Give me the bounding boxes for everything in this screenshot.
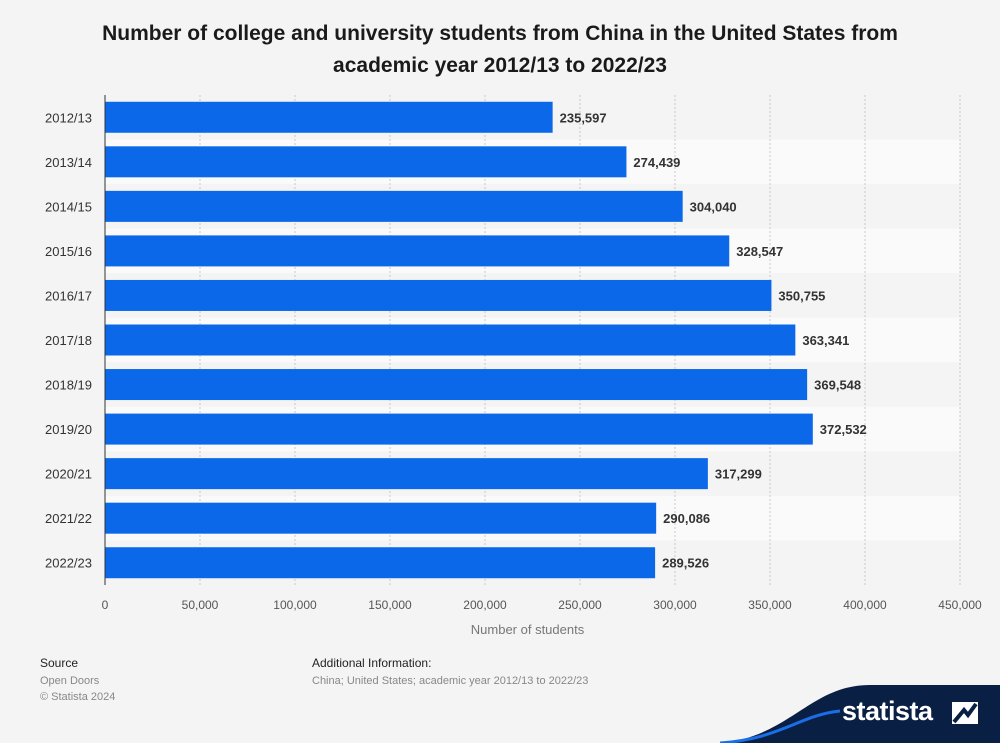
bar	[105, 369, 808, 401]
chart-title: Number of college and university student…	[102, 22, 898, 77]
value-label: 363,341	[802, 333, 849, 348]
value-label: 350,755	[778, 288, 825, 303]
bar-chart: 2012/13 235,597 2013/14 274,439 2014/15 304,0…	[45, 95, 982, 637]
value-label: 289,526	[662, 556, 709, 571]
category-label: 2013/14	[45, 155, 92, 170]
value-label: 317,299	[715, 467, 762, 482]
x-tick-label: 150,000	[368, 598, 412, 612]
value-label: 372,532	[820, 422, 867, 437]
bar	[105, 235, 730, 267]
additional-info-text: China; United States; academic year 2012…	[312, 675, 589, 687]
x-tick-label: 350,000	[748, 598, 792, 612]
category-label: 2021/22	[45, 511, 92, 526]
copyright: © Statista 2024	[40, 691, 116, 703]
x-tick-label: 200,000	[463, 598, 507, 612]
category-label: 2015/16	[45, 244, 92, 259]
category-label: 2019/20	[45, 422, 92, 437]
x-tick-label: 250,000	[558, 598, 602, 612]
additional-info-heading: Additional Information:	[312, 656, 432, 670]
x-tick-label: 0	[102, 598, 109, 612]
bar	[105, 190, 683, 222]
x-axis-title: Number of students	[471, 622, 585, 637]
statista-logo-icon	[952, 702, 978, 724]
statista-brand[interactable]: statista	[720, 685, 1000, 743]
bar	[105, 502, 657, 534]
value-label: 290,086	[663, 511, 710, 526]
x-tick-label: 100,000	[273, 598, 317, 612]
value-label: 328,547	[736, 244, 783, 259]
bar	[105, 413, 813, 445]
source-heading: Source	[40, 656, 79, 670]
source-name: Open Doors	[40, 675, 100, 687]
value-label: 235,597	[560, 110, 607, 125]
value-label: 274,439	[633, 155, 680, 170]
bar	[105, 279, 772, 311]
bar	[105, 547, 656, 579]
x-tick-label: 450,000	[938, 598, 982, 612]
category-label: 2022/23	[45, 556, 92, 571]
category-label: 2012/13	[45, 110, 92, 125]
x-tick-label: 50,000	[182, 598, 219, 612]
bar	[105, 146, 627, 178]
category-label: 2020/21	[45, 467, 92, 482]
brand-banner	[720, 685, 1000, 743]
category-label: 2016/17	[45, 288, 92, 303]
value-label: 304,040	[690, 199, 737, 214]
value-label: 369,548	[814, 378, 861, 393]
category-label: 2014/15	[45, 199, 92, 214]
brand-name: statista	[842, 696, 933, 726]
category-label: 2017/18	[45, 333, 92, 348]
x-tick-label: 400,000	[843, 598, 887, 612]
bar	[105, 458, 708, 490]
bar	[105, 324, 796, 356]
x-tick-label: 300,000	[653, 598, 697, 612]
category-label: 2018/19	[45, 378, 92, 393]
bar	[105, 101, 553, 133]
